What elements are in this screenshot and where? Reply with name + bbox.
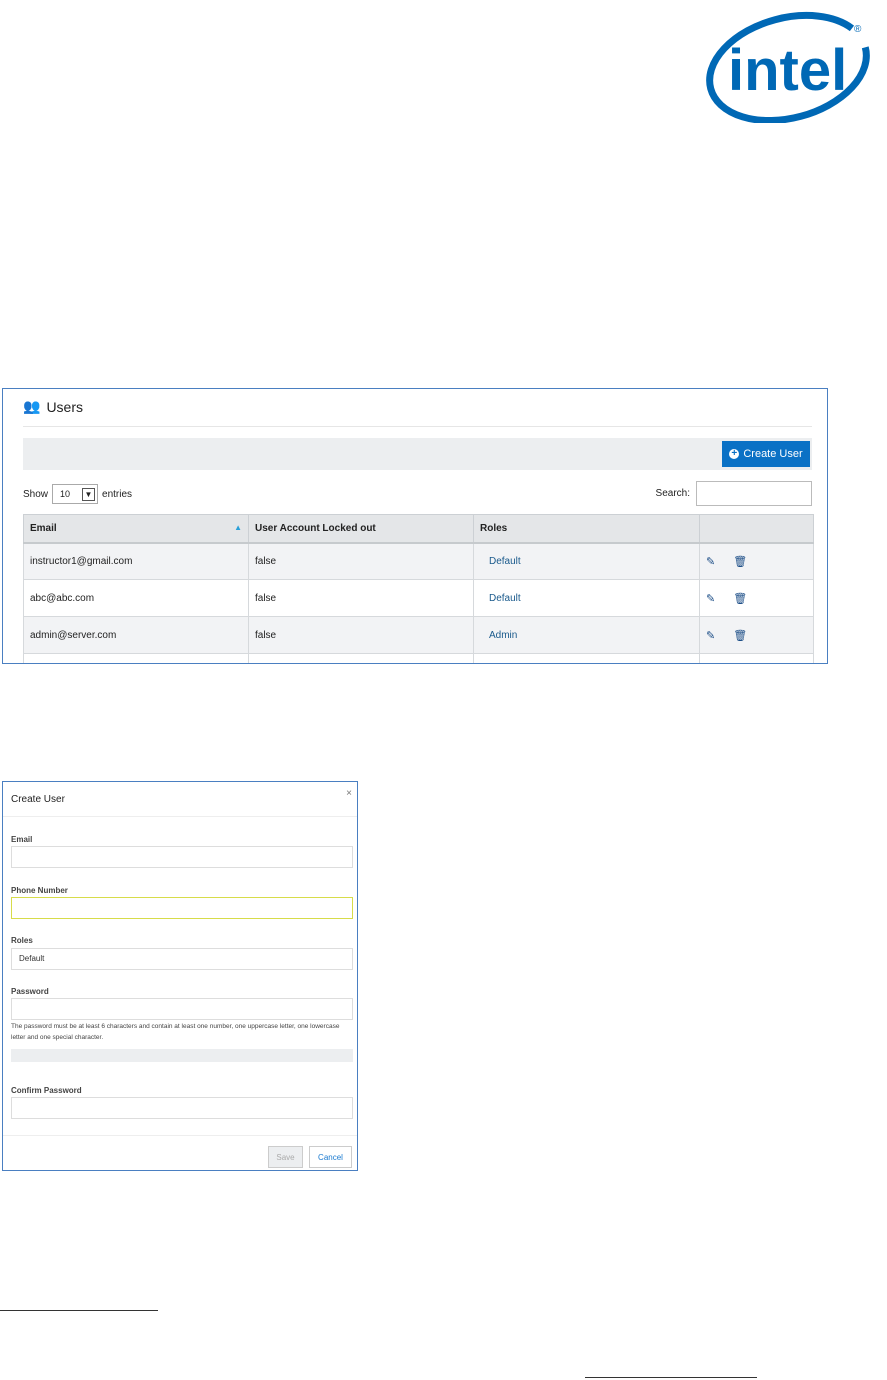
users-panel: 👥 Users + Create User Show 10 ▼ entries … [2,388,828,664]
column-locked[interactable]: User Account Locked out [248,514,474,544]
create-user-label: Create User [743,448,803,460]
cell-locked: false [248,616,474,654]
users-title: Users [46,398,83,415]
email-field[interactable] [11,846,353,868]
intel-logo: intel ® [706,11,870,123]
cell-empty [699,653,814,663]
password-help: The password must be at least 6 characte… [11,1023,340,1041]
cell-actions: ✎ 🗑 [699,542,814,580]
password-label: Password [11,987,49,996]
cell-actions: ✎ 🗑 [699,616,814,654]
users-icon: 👥 [23,398,41,414]
divider [23,426,812,427]
entries-select[interactable]: 10 ▼ [52,484,99,504]
search-control: Search: [656,481,812,506]
confirm-password-field[interactable] [11,1097,353,1119]
save-button[interactable]: Save [268,1146,303,1168]
table-row [23,653,814,663]
edit-icon[interactable]: ✎ [706,555,716,568]
edit-icon[interactable]: ✎ [706,592,716,605]
cell-locked: false [248,579,474,617]
entries-label: entries [102,488,133,500]
toolbar: + Create User [23,438,812,470]
edit-icon[interactable]: ✎ [706,629,716,642]
column-label: Email [30,522,57,534]
table-row: admin@server.com false Admin ✎ 🗑 [23,616,814,654]
create-user-modal: Create User × Email Phone Number Roles D… [2,781,358,1171]
cell-actions: ✎ 🗑 [699,579,814,617]
cell-empty [473,653,700,663]
svg-text:intel: intel [728,38,847,103]
trash-icon[interactable]: 🗑 [733,555,748,568]
phone-label: Phone Number [11,886,68,895]
create-user-button[interactable]: + Create User [722,441,810,467]
search-input[interactable] [696,481,812,506]
cell-empty [23,653,249,663]
roles-select[interactable]: Default [11,948,353,970]
modal-footer-divider [3,1135,357,1136]
trash-icon[interactable]: 🗑 [733,629,748,642]
sort-asc-icon: ▲ [234,522,242,532]
cell-email: instructor1@gmail.com [23,542,249,580]
modal-title: Create User [11,794,65,805]
password-strength-bar [11,1049,353,1062]
table-header: Email ▲ User Account Locked out Roles [23,514,814,544]
table-row: instructor1@gmail.com false Default ✎ 🗑 [23,542,814,580]
cell-email: admin@server.com [23,616,249,654]
column-roles[interactable]: Roles [473,514,700,544]
password-field[interactable] [11,998,353,1020]
column-email[interactable]: Email ▲ [23,514,249,544]
trash-icon[interactable]: 🗑 [733,592,748,605]
cell-role[interactable]: Default [473,579,700,617]
phone-field[interactable] [11,897,353,919]
footnote-rule [0,1310,158,1311]
entries-value: 10 [60,489,71,499]
show-label: Show [23,488,49,500]
cancel-button[interactable]: Cancel [309,1146,352,1168]
underline-rule [585,1377,757,1378]
table-row: abc@abc.com false Default ✎ 🗑 [23,579,814,617]
cell-role[interactable]: Default [473,542,700,580]
chevron-down-icon: ▼ [82,487,96,501]
roles-label: Roles [11,936,33,945]
svg-text:®: ® [854,24,862,35]
plus-circle-icon: + [729,449,740,459]
close-icon[interactable]: × [346,788,352,799]
column-actions [699,514,814,544]
cell-locked: false [248,542,474,580]
users-heading: 👥 Users [23,398,83,415]
modal-header: Create User × [3,782,357,817]
search-label: Search: [655,488,690,499]
email-label: Email [11,835,33,844]
cell-role[interactable]: Admin [473,616,700,654]
cell-email: abc@abc.com [23,579,249,617]
entries-control: Show 10 ▼ entries [23,484,132,504]
users-table: Email ▲ User Account Locked out Roles ins… [23,514,814,663]
confirm-password-label: Confirm Password [11,1086,82,1095]
cell-empty [248,653,474,663]
